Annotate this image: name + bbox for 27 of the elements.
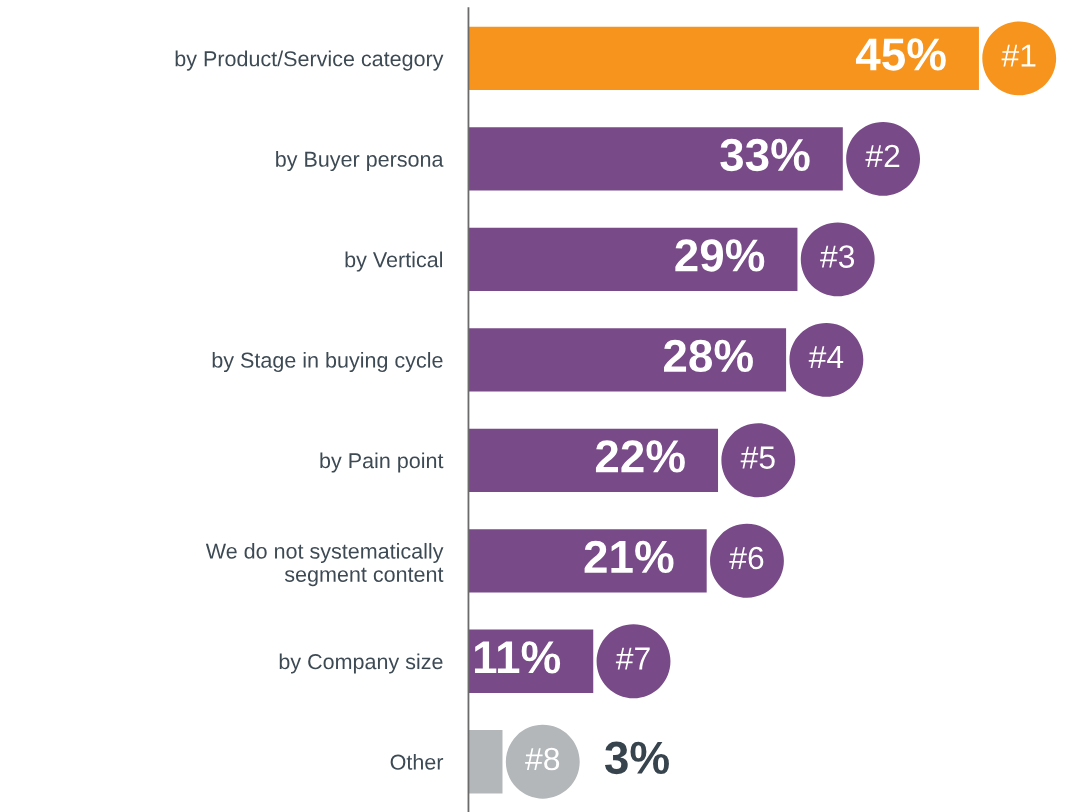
y-tick-label: by Product/Service category [175, 50, 444, 71]
annotation: #2 [865, 144, 900, 168]
annotation: #6 [729, 546, 764, 570]
annotation: #4 [808, 346, 844, 369]
y-tick-label: We do not systematically segment content [205, 542, 444, 587]
y-tick-label: by Vertical [345, 251, 443, 272]
annotation: #7 [615, 647, 650, 670]
y-tick-label: by Company size [279, 653, 443, 674]
data-label: 21% [584, 540, 674, 573]
y-tick-label: by Pain point [320, 452, 444, 473]
annotation: #8 [525, 747, 560, 771]
bar [468, 529, 707, 593]
bar [468, 26, 979, 91]
data-label: 29% [675, 239, 765, 272]
data-label: 11% [474, 641, 561, 674]
data-label: 3% [604, 741, 669, 775]
data-label: 33% [720, 138, 810, 172]
data-label: 22% [595, 440, 685, 473]
y-tick-label: Other [390, 753, 444, 770]
y-tick-label: by Stage in buying cycle [212, 352, 443, 373]
y-tick-label: by Buyer persona [276, 151, 444, 172]
annotation: #5 [740, 446, 775, 469]
data-label: 28% [664, 339, 753, 373]
annotation: #1 [1001, 44, 1036, 67]
data-label: 45% [855, 38, 946, 71]
bar [468, 127, 843, 191]
annotation: #3 [820, 245, 855, 268]
